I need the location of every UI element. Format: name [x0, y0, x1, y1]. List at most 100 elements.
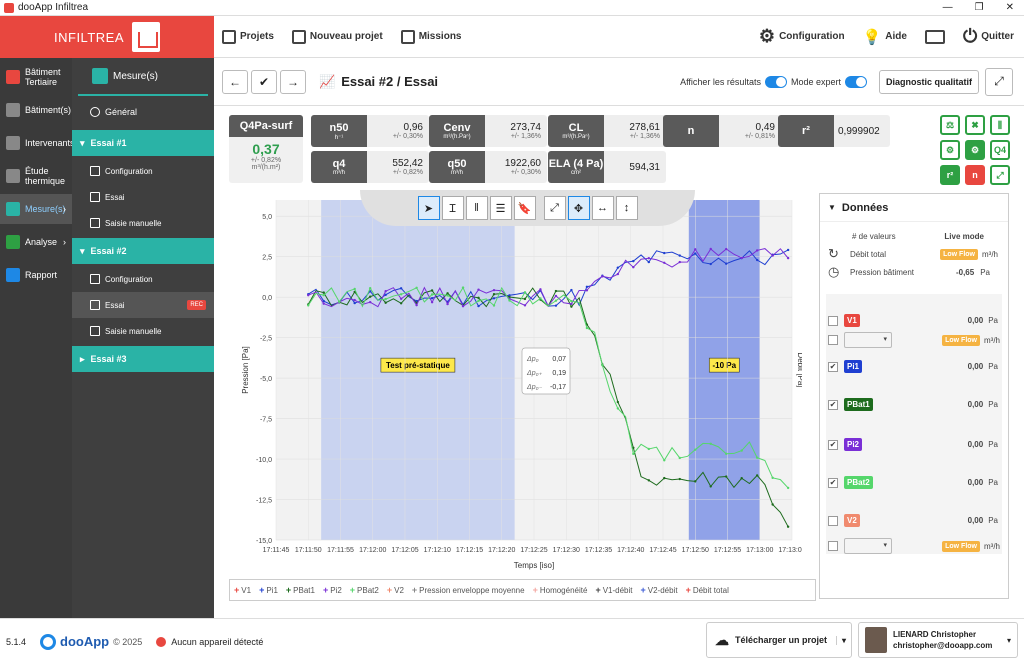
nav-news[interactable] [924, 29, 945, 44]
nav-quitter[interactable]: ⏻ Quitter [962, 26, 1014, 46]
legend-item-6[interactable]: + Pression enveloppe moyenne [411, 585, 525, 595]
nav-aide[interactable]: 💡 Aide [862, 28, 907, 46]
download-project-button[interactable]: ☁ Télécharger un projet ▾ [706, 622, 852, 658]
legend-item-9[interactable]: + V2-débit [640, 585, 678, 595]
tooltip-value: 0,07 [552, 356, 566, 363]
expand-icon[interactable]: ⤢ [990, 165, 1010, 185]
sensor-checkbox[interactable]: ✔ [828, 399, 838, 410]
pressure-chart[interactable]: Test pré-statique -10 Pa 5,0 2,5 0,0 -2,5 -5,0… [222, 190, 802, 575]
subnav-essai-2[interactable]: ▾ Essai #2 [72, 238, 214, 264]
pause-tool[interactable]: ‖ [465, 196, 488, 220]
list-tool[interactable]: ☰ [489, 196, 512, 220]
r2-icon[interactable]: r² [940, 165, 960, 185]
chart-legend: + V1 + Pi1 + PBat1 + Pi2 + PBat2 + V2 + Pression enve… [229, 579, 816, 601]
sensor-checkbox[interactable]: ✔ [828, 361, 838, 372]
sensor-row-v1: V1 0,00 Pa [828, 314, 1004, 327]
flow-select[interactable]: ▾ [844, 538, 892, 554]
cross-icon[interactable]: ✖ [965, 115, 985, 135]
subnav-general[interactable]: Général [72, 96, 214, 128]
balance-icon[interactable]: ⚖ [940, 115, 960, 135]
point-PBat2 [415, 286, 418, 289]
sidebar-item-analyse[interactable]: Analyse › [0, 227, 72, 257]
flow-checkbox[interactable] [828, 541, 838, 551]
flow-select[interactable]: ▾ [844, 332, 892, 348]
nav-nouveau-projet[interactable]: Nouveau projet [291, 29, 383, 44]
point-Pi2 [446, 302, 449, 306]
subnav-essai1-essai[interactable]: Essai [72, 184, 214, 210]
legend-item-5[interactable]: + V2 [386, 585, 404, 595]
minimize-button[interactable]: — [942, 2, 953, 13]
legend-item-10[interactable]: + Débit total [685, 585, 729, 595]
subnav-essai-3[interactable]: ▸ Essai #3 [72, 346, 214, 372]
plus-icon [90, 107, 100, 117]
legend-item-1[interactable]: + Pi1 [259, 585, 278, 595]
vertical-zoom-tool[interactable]: ↕ [615, 196, 638, 220]
point-PBat2 [601, 364, 604, 367]
point-Pi2 [663, 261, 666, 264]
point-Pi2 [322, 302, 325, 305]
n-icon[interactable]: n [965, 165, 985, 185]
legend-item-7[interactable]: + Homogénéité [532, 585, 588, 595]
check-icon [6, 235, 20, 249]
zoom-fit-tool[interactable]: ⤢ [543, 196, 566, 220]
panel-header[interactable]: ▼ Données [820, 194, 1008, 222]
sidebar-item-mesures[interactable]: Mesure(s) › [0, 194, 72, 224]
sidebar-item-batiment-tertiaire[interactable]: Bâtiment Tertiaire [0, 62, 72, 92]
fullscreen-button[interactable]: ⤢ [985, 67, 1013, 96]
sidebar-item-batiments[interactable]: Bâtiment(s) [0, 95, 72, 125]
maximize-button[interactable]: ❐ [974, 2, 984, 13]
back-button[interactable]: ← [222, 69, 248, 94]
nav-missions[interactable]: Missions [400, 29, 462, 44]
settings-icon[interactable]: ⚙ [940, 140, 960, 160]
brand-name: INFILTREA [54, 29, 124, 45]
vertical-measure-tool[interactable]: Ɪ [441, 196, 464, 220]
user-menu[interactable]: LIENARD Christopher christopher@dooapp.co… [858, 622, 1018, 658]
legend-item-4[interactable]: + PBat2 [349, 585, 379, 595]
close-button[interactable]: ✕ [1005, 2, 1014, 13]
show-results-toggle[interactable] [764, 75, 787, 88]
bookmark-tool[interactable]: 🔖 [513, 196, 536, 220]
point-PBat2 [585, 326, 589, 330]
sub-sidebar: Mesure(s) Général ▾ Essai #1 Configuratio… [72, 58, 214, 618]
fan-icon[interactable]: ⚙ [965, 140, 985, 160]
pan-tool[interactable]: ✥ [567, 196, 590, 220]
top-nav: Projets Nouveau projet Missions ⚙ Configu… [214, 16, 1024, 58]
subnav-essai1-saisie[interactable]: Saisie manuelle [72, 210, 214, 236]
sidebar-item-etude-thermique[interactable]: Étude thermique [0, 161, 72, 191]
validate-button[interactable]: ✔ [251, 69, 277, 94]
legend-item-8[interactable]: + V1-débit [595, 585, 633, 595]
legend-item-2[interactable]: + PBat1 [285, 585, 315, 595]
sensor-checkbox[interactable] [828, 515, 838, 526]
expert-mode-toggle[interactable] [844, 75, 867, 88]
sensor-checkbox[interactable] [828, 315, 838, 326]
subnav-essai2-configuration[interactable]: Configuration [72, 266, 214, 292]
y-tick-label: 2,5 [262, 255, 272, 262]
forward-button[interactable]: → [280, 69, 306, 94]
subnav-essai-1[interactable]: ▾ Essai #1 [72, 130, 214, 156]
projects-icon [222, 29, 236, 44]
legend-item-3[interactable]: + Pi2 [322, 585, 342, 595]
sensor-checkbox[interactable]: ✔ [828, 477, 838, 488]
select-tool[interactable]: ➤ [417, 196, 440, 220]
subnav-essai1-configuration[interactable]: Configuration [72, 158, 214, 184]
building-icon [6, 70, 20, 84]
chevron-right-icon: › [63, 237, 66, 247]
sidebar-item-intervenants[interactable]: Intervenants [0, 128, 75, 158]
legend-item-0[interactable]: + V1 [234, 585, 252, 595]
sidebar-item-rapport[interactable]: Rapport [0, 260, 72, 290]
nav-projets[interactable]: Projets [222, 29, 274, 44]
point-Pi2 [384, 290, 387, 293]
subnav-essai2-saisie[interactable]: Saisie manuelle [72, 318, 214, 344]
horizontal-zoom-tool[interactable]: ↔ [591, 196, 614, 220]
flow-checkbox[interactable] [828, 335, 838, 345]
point-Pi2 [477, 288, 480, 291]
diagnostic-button[interactable]: Diagnostic qualitatif [878, 69, 979, 94]
y-tick-label: -12,5 [256, 498, 272, 505]
chart-icon [92, 68, 108, 84]
sensor-checkbox[interactable]: ✔ [828, 439, 838, 450]
subnav-essai2-essai[interactable]: Essai REC [72, 292, 214, 318]
q4-icon[interactable]: Q4 [990, 140, 1010, 160]
nav-configuration[interactable]: ⚙ Configuration [758, 26, 845, 46]
filter-icon[interactable]: ⫼ [990, 115, 1010, 135]
x-tick-label: 17:11:45 [263, 547, 290, 554]
